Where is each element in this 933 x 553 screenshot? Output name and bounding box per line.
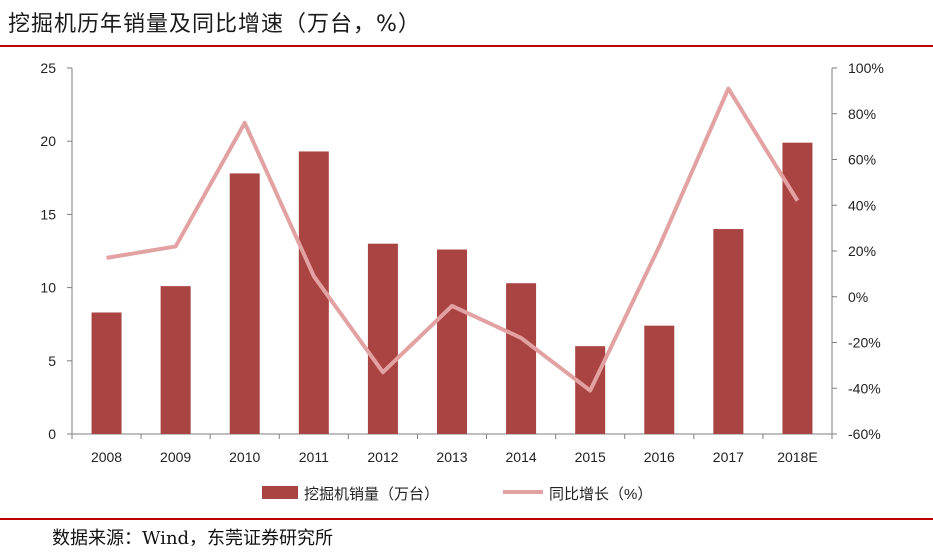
combo-chart: 0 5 10 15 20 25 -60% -40% -20% 0% 20% 40% 60% 80% 100%… (40, 60, 883, 503)
x-tick-label: 2013 (436, 449, 467, 465)
bar (506, 283, 537, 434)
y-right-tick-label: -40% (848, 380, 881, 396)
bar-series (91, 142, 813, 434)
legend-label-line: 同比增长（%） (549, 486, 652, 503)
y-left-tick-label: 0 (48, 426, 56, 442)
chart-title: 挖掘机历年销量及同比增速（万台，%） (8, 12, 421, 37)
y-right-tick-label: 0% (848, 289, 868, 305)
bar (229, 173, 260, 434)
x-tick-label: 2010 (229, 449, 260, 465)
y-right-tick-label: 100% (848, 60, 884, 76)
bar (367, 243, 398, 434)
y-right-tick-label: -20% (848, 335, 881, 351)
y-left-tick-label: 25 (40, 60, 56, 76)
y-left-tick-label: 10 (40, 280, 56, 296)
x-tick-label: 2011 (299, 449, 329, 465)
bar (713, 229, 744, 434)
y-right-tick-label: 40% (848, 197, 876, 213)
x-tick-label: 2009 (160, 449, 191, 465)
chart-legend: 挖掘机销量（万台） 同比增长（%） (262, 486, 652, 503)
y-right-tick-label: 60% (848, 152, 876, 168)
y-right-tick-label: 80% (848, 106, 876, 122)
x-tick-label: 2014 (506, 449, 537, 465)
x-tick-label: 2012 (367, 449, 398, 465)
source-note: 数据来源：Wind，东莞证券研究所 (52, 528, 334, 549)
footer-rule (0, 518, 933, 520)
x-tick-label: 2015 (575, 449, 606, 465)
title-rule (0, 45, 933, 47)
chart-axes: 0 5 10 15 20 25 -60% -40% -20% 0% 20% 40% 60% 80% 100% (40, 60, 883, 442)
bar (782, 142, 813, 434)
y-left-tick-label: 15 (40, 206, 56, 222)
legend-swatch-bar (262, 486, 298, 499)
growth-line (106, 86, 800, 393)
y-right-tick-label: -60% (848, 426, 881, 442)
bar (437, 249, 467, 434)
legend-label-bar: 挖掘机销量（万台） (304, 486, 439, 503)
x-tick-label: 2016 (644, 449, 675, 465)
y-left-tick-label: 5 (48, 353, 56, 369)
bar (644, 325, 675, 434)
bar (91, 312, 122, 434)
line-series (106, 86, 800, 393)
x-tick-label: 2017 (713, 449, 744, 465)
bar (160, 286, 191, 434)
x-tick-label: 2008 (91, 449, 122, 465)
y-left-tick-label: 20 (40, 133, 56, 149)
y-right-tick-label: 20% (848, 243, 876, 259)
x-axis-labels: 2008 2009 2010 2011 2012 2013 2014 2015 2016 2017… (91, 449, 818, 465)
x-tick-label: 2018E (777, 449, 817, 465)
